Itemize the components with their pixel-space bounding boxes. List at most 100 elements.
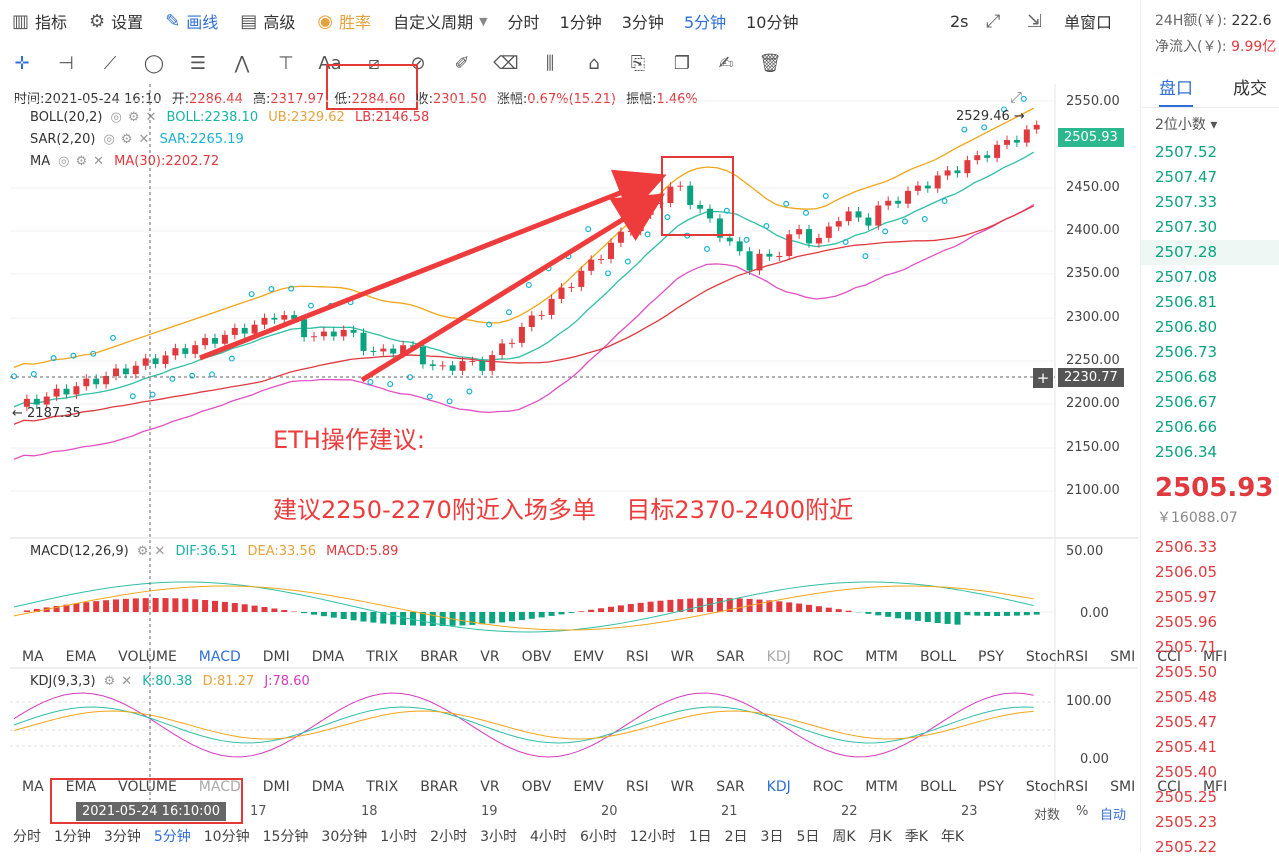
ask-price-row[interactable]: 2507.47 <box>1141 165 1279 190</box>
indicator-tab-lower-10[interactable]: EMV <box>573 779 604 795</box>
indicator-tab-4[interactable]: DMI <box>263 649 290 665</box>
bottom-period-6[interactable]: 30分钟 <box>321 826 367 850</box>
bottom-period-8[interactable]: 2小时 <box>430 826 467 850</box>
ask-price-row[interactable]: 2506.66 <box>1141 415 1279 440</box>
bid-price-row[interactable]: 2505.71 <box>1141 635 1279 660</box>
indicator-tab-17[interactable]: BOLL <box>920 649 956 665</box>
indicator-tab-lower-6[interactable]: TRIX <box>366 779 398 795</box>
indicator-tab-lower-17[interactable]: BOLL <box>920 779 956 795</box>
annotation-advice: 建议2250-2270附近入场多单 目标2370-2400附近 <box>273 490 853 525</box>
indicator-tab-5[interactable]: DMA <box>312 649 344 665</box>
indicator-tab-lower-19[interactable]: StochRSI <box>1026 779 1088 795</box>
indicator-tab-lower-18[interactable]: PSY <box>978 779 1004 795</box>
indicator-tab-3[interactable]: MACD <box>199 649 241 665</box>
last-price-cny: ￥16088.07 <box>1141 507 1279 527</box>
indicator-tab-7[interactable]: BRAR <box>420 649 458 665</box>
indicator-tab-lower-0[interactable]: MA <box>22 779 44 795</box>
indicator-tab-lower-13[interactable]: SAR <box>716 779 744 795</box>
indicator-tab-1[interactable]: EMA <box>66 649 97 665</box>
indicator-tab-8[interactable]: VR <box>480 649 499 665</box>
ask-price-row[interactable]: 2506.80 <box>1141 315 1279 340</box>
ask-price-row[interactable]: 2506.73 <box>1141 340 1279 365</box>
indicator-tab-lower-7[interactable]: BRAR <box>420 779 458 795</box>
bottom-period-12[interactable]: 12小时 <box>630 826 676 850</box>
add-alert-icon[interactable]: + <box>1033 368 1053 388</box>
bid-price-row[interactable]: 2505.23 <box>1141 810 1279 835</box>
bottom-period-9[interactable]: 3小时 <box>480 826 517 850</box>
ask-price-row[interactable]: 2507.28 <box>1141 240 1279 265</box>
bottom-period-5[interactable]: 15分钟 <box>263 826 309 850</box>
bottom-period-16[interactable]: 5日 <box>796 826 819 850</box>
ask-price-row[interactable]: 2507.08 <box>1141 265 1279 290</box>
bottom-period-14[interactable]: 2日 <box>725 826 748 850</box>
highlight-box-date <box>50 778 243 824</box>
indicator-tab-11[interactable]: RSI <box>626 649 649 665</box>
bid-price-row[interactable]: 2506.05 <box>1141 560 1279 585</box>
indicator-tab-18[interactable]: PSY <box>978 649 1004 665</box>
bottom-period-20[interactable]: 年K <box>941 826 964 850</box>
indicator-tab-0[interactable]: MA <box>22 649 44 665</box>
indicator-tab-15[interactable]: ROC <box>813 649 844 665</box>
indicator-tab-12[interactable]: WR <box>671 649 695 665</box>
bottom-period-11[interactable]: 6小时 <box>580 826 617 850</box>
indicator-tab-9[interactable]: OBV <box>522 649 552 665</box>
bottom-period-17[interactable]: 周K <box>832 826 855 850</box>
bid-price-row[interactable]: 2505.40 <box>1141 760 1279 785</box>
indicator-tab-lower-20[interactable]: SMI <box>1110 779 1135 795</box>
bid-price-row[interactable]: 2506.33 <box>1141 535 1279 560</box>
indicator-tab-10[interactable]: EMV <box>573 649 604 665</box>
ask-price-row[interactable]: 2507.33 <box>1141 190 1279 215</box>
tab-trades[interactable]: 成交 <box>1233 74 1267 107</box>
bottom-period-15[interactable]: 3日 <box>761 826 784 850</box>
expand-icon[interactable]: ⤢ <box>1010 88 1022 106</box>
indicator-tab-lower-11[interactable]: RSI <box>626 779 649 795</box>
ask-price-row[interactable]: 2506.81 <box>1141 290 1279 315</box>
bid-price-row[interactable]: 2505.41 <box>1141 735 1279 760</box>
bottom-period-bar: 分时 1分钟 3分钟 5分钟 10分钟 15分钟 30分钟 1小时 2小时 3小时 4小时 6小时 12… <box>0 826 964 850</box>
indicator-tab-lower-16[interactable]: MTM <box>865 779 898 795</box>
indicator-tab-13[interactable]: SAR <box>716 649 744 665</box>
bid-price-row[interactable]: 2505.48 <box>1141 685 1279 710</box>
auto-scale-toggle[interactable]: 自动 <box>1100 804 1126 823</box>
indicator-tab-lower-8[interactable]: VR <box>480 779 499 795</box>
indicator-tab-19[interactable]: StochRSI <box>1026 649 1088 665</box>
indicator-tab-lower-9[interactable]: OBV <box>522 779 552 795</box>
ask-price-row[interactable]: 2506.68 <box>1141 365 1279 390</box>
tab-orderbook[interactable]: 盘口 <box>1159 74 1193 107</box>
log-scale-toggle[interactable]: 对数 <box>1034 804 1060 823</box>
indicator-tab-lower-4[interactable]: DMI <box>263 779 290 795</box>
indicator-tab-6[interactable]: TRIX <box>366 649 398 665</box>
decimals-select[interactable]: 2位小数 ▾ <box>1141 114 1279 134</box>
bid-price-row[interactable]: 2505.97 <box>1141 585 1279 610</box>
indicator-tab-lower-14[interactable]: KDJ <box>767 779 791 795</box>
macd-legend: MACD(12,26,9)⚙✕ DIF:36.51 DEA:33.56 MACD… <box>30 544 398 559</box>
bid-price-row[interactable]: 2505.96 <box>1141 610 1279 635</box>
bottom-period-19[interactable]: 季K <box>905 826 928 850</box>
bid-price-row[interactable]: 2505.50 <box>1141 660 1279 685</box>
ask-price-row[interactable]: 2506.34 <box>1141 440 1279 465</box>
percent-scale-toggle[interactable]: % <box>1076 804 1088 819</box>
panel-tabs: 盘口 成交 <box>1141 74 1279 108</box>
bottom-period-4[interactable]: 10分钟 <box>204 826 250 850</box>
bottom-period-0[interactable]: 分时 <box>13 826 41 850</box>
ask-price-row[interactable]: 2506.67 <box>1141 390 1279 415</box>
bottom-period-10[interactable]: 4小时 <box>530 826 567 850</box>
indicator-tab-16[interactable]: MTM <box>865 649 898 665</box>
ask-price-row[interactable]: 2507.30 <box>1141 215 1279 240</box>
bid-price-row[interactable]: 2505.22 <box>1141 835 1279 860</box>
ask-price-row[interactable]: 2507.52 <box>1141 140 1279 165</box>
bid-price-row[interactable]: 2505.25 <box>1141 785 1279 810</box>
bottom-period-18[interactable]: 月K <box>869 826 892 850</box>
indicator-tab-2[interactable]: VOLUME <box>118 649 177 665</box>
bottom-period-2[interactable]: 3分钟 <box>104 826 141 850</box>
bottom-period-1[interactable]: 1分钟 <box>54 826 91 850</box>
indicator-tab-lower-15[interactable]: ROC <box>813 779 844 795</box>
bottom-period-3[interactable]: 5分钟 <box>154 826 191 850</box>
indicator-tab-lower-5[interactable]: DMA <box>312 779 344 795</box>
indicator-tab-14[interactable]: KDJ <box>767 649 791 665</box>
bid-price-row[interactable]: 2505.47 <box>1141 710 1279 735</box>
indicator-tab-lower-12[interactable]: WR <box>671 779 695 795</box>
bottom-period-7[interactable]: 1小时 <box>380 826 417 850</box>
indicator-tab-20[interactable]: SMI <box>1110 649 1135 665</box>
bottom-period-13[interactable]: 1日 <box>689 826 712 850</box>
